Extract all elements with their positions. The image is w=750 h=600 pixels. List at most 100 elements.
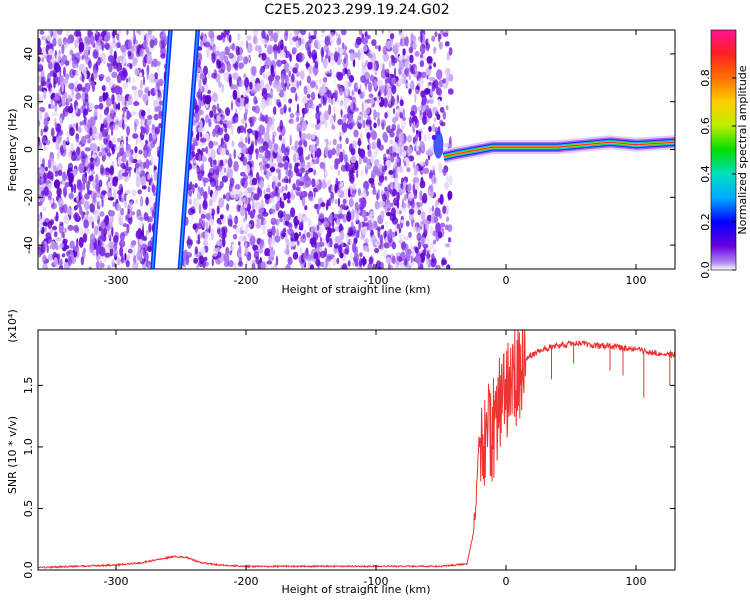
spectrogram-cell	[423, 167, 430, 174]
spectrogram-cell	[94, 115, 98, 121]
spectrogram-cell	[101, 128, 108, 137]
spectrogram-cell	[313, 251, 319, 261]
spectrogram-cell	[117, 102, 121, 111]
spectrogram-cell	[88, 102, 94, 111]
spectrogram-cell	[435, 264, 441, 269]
spectrogram-cell	[259, 68, 263, 76]
spectrogram-cell	[255, 154, 259, 160]
snr-frame	[37, 329, 676, 571]
spectrogram-cell	[286, 83, 289, 89]
spectrogram-cell	[397, 136, 405, 148]
spectrogram-cell	[138, 72, 143, 79]
spectrogram-cell	[108, 112, 116, 119]
spectrogram-cell	[335, 146, 341, 157]
spectrogram-cell	[400, 265, 407, 269]
spectrogram-cell	[384, 85, 388, 96]
spectrogram-cell	[294, 221, 298, 229]
spectrogram-cell	[328, 104, 332, 115]
spectrogram-cell	[292, 251, 299, 260]
spectrogram-cell	[444, 243, 451, 248]
spectrogram-cell	[263, 170, 267, 175]
spectrogram-cell	[342, 57, 349, 69]
spectrogram-cell	[84, 147, 91, 152]
spectrogram-cell	[59, 144, 64, 156]
spectrogram-cell	[346, 211, 352, 222]
spectrogram-cell	[266, 123, 270, 134]
spectrogram-cell	[246, 42, 253, 54]
colorbar-ticks: 0.0 0.2 0.4 0.6 0.8	[699, 69, 736, 279]
spectrogram-cell	[273, 143, 279, 151]
spectrogram-cell	[242, 235, 247, 242]
spectrogram-cell	[211, 92, 219, 103]
spectrogram-cell	[439, 194, 444, 205]
spectrogram-cell	[425, 158, 429, 167]
spectrogram-cell	[84, 36, 91, 41]
spectrogram-cell	[221, 175, 228, 183]
spectrogram-cell	[124, 193, 127, 202]
spectrogram-cell	[100, 123, 105, 129]
spectrogram-cell	[269, 166, 276, 173]
spectrogram-cell	[338, 244, 343, 254]
spectrogram-x-tick-label: 0	[503, 274, 510, 287]
spectrogram-cell	[38, 229, 41, 237]
spectrogram-cell	[388, 60, 392, 68]
spectrogram-cell	[435, 222, 441, 234]
spectrogram-cell	[198, 203, 202, 215]
spectrogram-cell	[361, 209, 367, 219]
spectrogram-cell	[81, 74, 85, 83]
spectrogram-cell	[50, 161, 57, 173]
spectrogram-cell	[340, 164, 347, 172]
spectrogram-cell	[147, 51, 152, 56]
spectrogram-cell	[202, 239, 209, 247]
spectrogram-cell	[353, 129, 359, 138]
spectrogram-cell	[73, 183, 77, 194]
spectrogram-cell	[95, 246, 99, 257]
spectrogram-cell	[267, 44, 274, 55]
spectrogram-cell	[430, 169, 433, 178]
spectrogram-cell	[95, 261, 100, 269]
spectrogram-cell	[446, 175, 449, 185]
spectrogram-cell	[308, 196, 315, 202]
spectrogram-cell	[409, 116, 412, 127]
spectrogram-cell	[261, 87, 267, 94]
spectrogram-cell	[303, 85, 308, 95]
spectrogram-cell	[407, 135, 412, 143]
spectrogram-cell	[431, 81, 436, 92]
spectrogram-cell	[270, 208, 276, 214]
spectrogram-cell	[359, 257, 363, 268]
spectrogram-cell	[40, 35, 48, 41]
spectrogram-cell	[240, 177, 245, 187]
snr-background	[38, 330, 675, 570]
spectrogram-cell	[274, 50, 278, 61]
spectrogram-cell	[313, 169, 317, 176]
spectrogram-cell	[421, 145, 424, 152]
snr-y-tick-label: 1.0	[22, 438, 35, 456]
spectrogram-cell	[162, 30, 166, 38]
spectrogram-cell	[97, 240, 101, 245]
spectrogram-cell	[324, 119, 328, 129]
spectrogram-cell	[151, 123, 155, 131]
spectrogram-cell	[63, 215, 70, 224]
spectrogram-cell	[342, 68, 346, 77]
spectrogram-cell	[410, 255, 413, 263]
spectrogram-cell	[295, 152, 299, 163]
spectrogram-cell	[250, 74, 256, 84]
spectrogram-cell	[81, 135, 87, 144]
spectrogram-cell	[242, 90, 248, 98]
spectrogram-cell	[113, 50, 117, 61]
spectrogram-cell	[121, 172, 129, 177]
spectrogram-cell	[306, 101, 310, 110]
spectrogram-cell	[385, 257, 392, 265]
spectrogram-cell	[343, 99, 348, 110]
spectrogram-cell	[288, 32, 293, 41]
spectrogram-cell	[149, 35, 156, 41]
spectrogram-cell	[127, 50, 132, 57]
spectrogram-cell	[339, 252, 344, 259]
spectrogram-cell	[238, 105, 243, 111]
spectrogram-cell	[421, 90, 426, 98]
snr-x-tick-label: -200	[234, 575, 259, 588]
spectrogram-cell	[285, 245, 288, 254]
spectrogram-cell	[238, 62, 244, 70]
spectrogram-cell	[410, 198, 415, 209]
spectrogram-cell	[265, 187, 271, 193]
